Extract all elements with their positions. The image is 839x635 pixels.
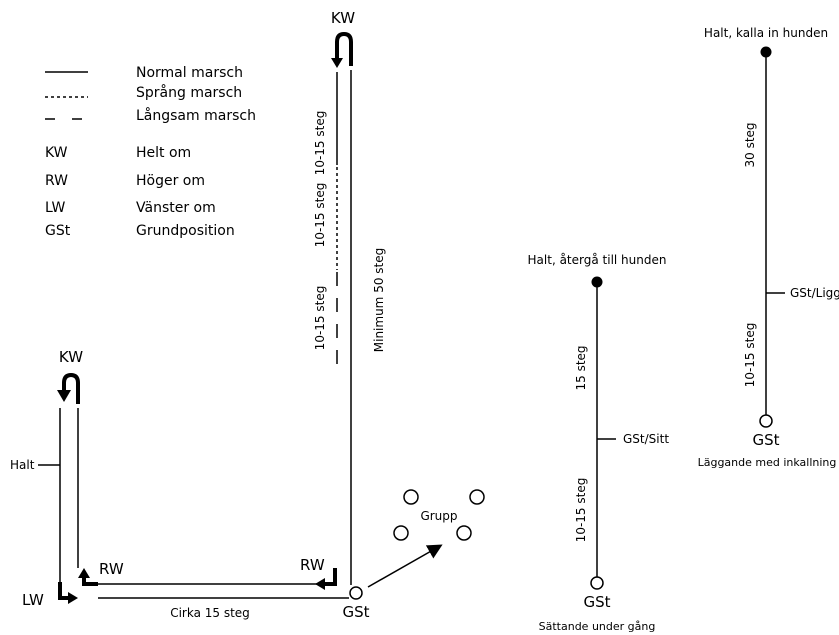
lw-arrow-icon [68,592,78,604]
sit-halt-label: Halt, återgå till hunden [528,253,667,267]
down-steps-bottom: 10-15 steg [743,323,757,388]
down-gst-label: GSt [752,431,779,449]
legend-rw-text: Höger om [136,173,205,189]
rw-left-label: RW [99,560,124,578]
lw-turn-icon [58,582,70,600]
kw-left-uturn-icon [62,372,80,404]
main-course: KW 10-15 steg 10-15 steg 10-15 steg Mini… [10,9,485,621]
group-circles: Grupp [393,489,485,541]
sit-marker-label: GSt/Sitt [623,432,669,446]
legend-kw-abbr: KW [45,145,68,161]
group-person [456,525,472,541]
rw-left-arrow-icon [78,568,90,578]
rw-right-label: RW [300,556,325,574]
grupp-label: Grupp [420,509,457,523]
down-exercise: Halt, kalla in hunden GSt/Ligg 30 steg 1… [698,26,839,469]
lw-label: LW [22,591,44,609]
down-marker-label: GSt/Ligg [790,286,839,300]
kw-top-label: KW [331,9,355,27]
arrow-to-group [367,544,443,588]
gst-start-circle [349,586,363,600]
sit-steps-top: 15 steg [574,345,588,390]
down-gst-circle [759,414,773,428]
step-label-low: 10-15 steg [313,286,327,351]
legend-lw-text: Vänster om [136,200,216,216]
kw-top-uturn-icon [335,31,353,66]
minimum-label: Minimum 50 steg [372,248,386,352]
sit-steps-bottom: 10-15 steg [574,478,588,543]
step-label-top: 10-15 steg [313,111,327,176]
group-person [393,525,409,541]
legend-rw-abbr: RW [45,173,68,189]
legend-normal-label: Normal marsch [136,65,243,81]
kw-left-arrow-icon [57,390,71,402]
down-steps-top: 30 steg [743,122,757,167]
sit-exercise: Halt, återgå till hunden GSt/Sitt 15 ste… [528,253,670,633]
group-person [469,489,485,505]
down-caption: Läggande med inkallning [698,456,837,469]
legend-kw-text: Helt om [136,145,191,161]
legend-sprang-label: Språng marsch [136,84,242,101]
step-label-mid: 10-15 steg [313,183,327,248]
legend-langsam-label: Långsam marsch [136,107,256,124]
legend-gst-abbr: GSt [45,223,71,239]
halt-label: Halt [10,458,35,472]
legend: Normal marsch Språng marsch Långsam mars… [45,65,256,239]
down-halt-label: Halt, kalla in hunden [704,26,828,40]
rw-right-turn-icon [323,568,337,586]
cirka-label: Cirka 15 steg [170,606,250,620]
kw-left-label: KW [59,348,83,366]
legend-gst-text: Grundposition [136,223,235,239]
kw-top-arrow-icon [331,58,343,68]
sit-caption: Sättande under gång [539,620,656,633]
group-person [403,489,419,505]
legend-lw-abbr: LW [45,200,66,216]
gst-start-label: GSt [342,603,369,621]
sit-gst-circle [590,576,604,590]
sit-gst-label: GSt [583,593,610,611]
